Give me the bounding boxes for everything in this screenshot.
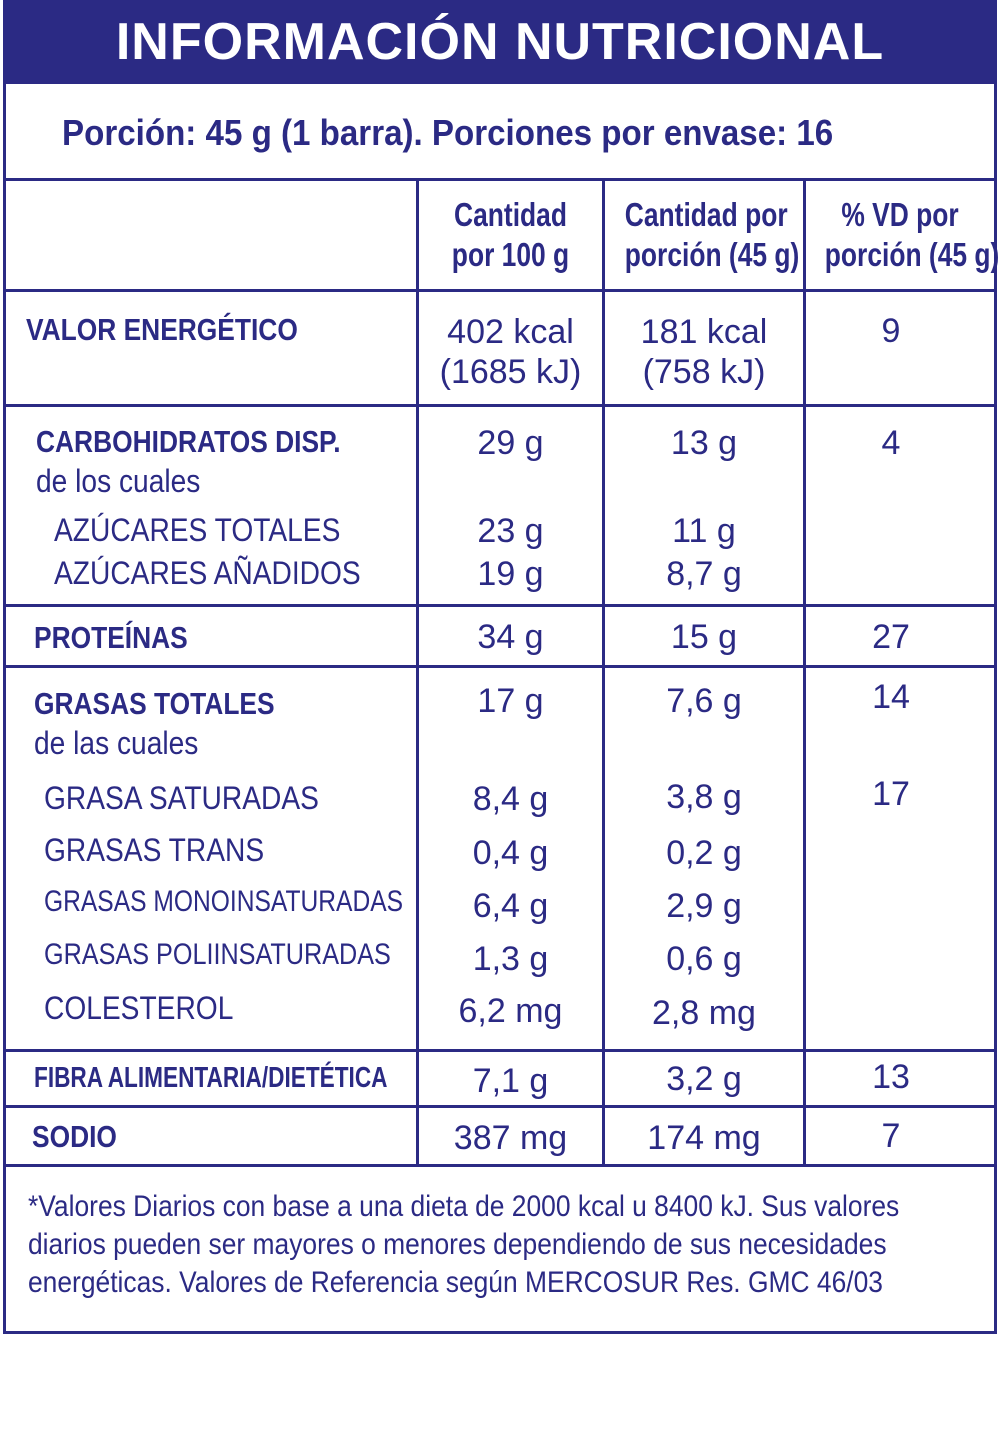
rule-protein	[6, 665, 994, 668]
footnote-line: *Valores Diarios con base a una dieta de…	[28, 1190, 900, 1223]
row-label-grasas-poli: GRASAS POLIINSATURADAS	[44, 938, 391, 971]
row-value-azucares-totales-portion: 11 g	[672, 512, 736, 550]
row-value-grasa-saturadas-vd: 17	[872, 775, 910, 813]
row-value-fibra-vd: 13	[872, 1058, 910, 1096]
row-value-azucares-anadidos-per100: 19 g	[477, 555, 544, 593]
row-value-grasas-trans-per100: 0,4 g	[472, 834, 549, 872]
row-label-proteinas: PROTEÍNAS	[34, 620, 188, 655]
row-value-sodio-portion: 174 mg	[647, 1119, 761, 1157]
col-header-vd: % VD por porción (45 g)	[824, 196, 1000, 273]
row-label-carbo: CARBOHIDRATOS DISP.	[36, 424, 341, 459]
rule-carbo	[6, 604, 994, 607]
footnote: *Valores Diarios con base a una dieta de…	[28, 1188, 900, 1302]
row-value-azucares-anadidos-portion: 8,7 g	[666, 555, 742, 593]
row-label-colesterol: COLESTEROL	[44, 990, 234, 1026]
col-divider-1	[416, 178, 419, 1167]
col-header-per-portion: Cantidad por porción (45 g)	[624, 196, 800, 273]
footnote-line: diarios pueden ser mayores o menores dep…	[28, 1228, 887, 1261]
row-value-sodio-vd: 7	[881, 1117, 901, 1155]
row-value-energia-portion: 181 kcal (758 kJ)	[640, 313, 768, 391]
col-divider-2	[602, 178, 605, 1167]
row-value-grasas-poli-per100: 1,3 g	[472, 940, 549, 978]
row-label-grasas-mono: GRASAS MONOINSATURADAS	[44, 885, 404, 918]
row-value-colesterol-portion: 2,8 mg	[652, 994, 756, 1032]
portion-info: Porción: 45 g (1 barra). Porciones por e…	[62, 112, 834, 153]
row-value-grasas-totales-per100: 17 g	[477, 682, 544, 720]
row-value-energia-per100: 402 kcal (1685 kJ)	[439, 313, 582, 391]
row-sublabel-grasas-totales: de las cuales	[34, 725, 199, 761]
rule-top	[6, 178, 994, 181]
row-label-azucares-totales: AZÚCARES TOTALES	[54, 512, 341, 548]
rule-header	[6, 289, 994, 292]
row-value-grasas-mono-portion: 2,9 g	[666, 887, 742, 925]
row-label-azucares-anadidos: AZÚCARES AÑADIDOS	[54, 555, 361, 591]
row-label-grasas-totales: GRASAS TOTALES	[34, 686, 275, 721]
row-value-fibra-portion: 3,2 g	[666, 1060, 742, 1098]
row-value-grasas-mono-per100: 6,4 g	[472, 887, 549, 925]
row-label-sodio: SODIO	[32, 1119, 117, 1154]
rule-fiber	[6, 1105, 994, 1108]
footnote-line: energéticas. Valores de Referencia según…	[28, 1266, 883, 1299]
title-bar: INFORMACIÓN NUTRICIONAL	[3, 0, 997, 84]
row-value-carbo-per100: 29 g	[477, 424, 544, 462]
row-label-energia: VALOR ENERGÉTICO	[26, 312, 298, 347]
row-label-fibra: FIBRA ALIMENTARIA/DIETÉTICA	[34, 1062, 388, 1094]
col-header-per100: Cantidad por 100 g	[451, 196, 570, 273]
row-value-azucares-totales-per100: 23 g	[477, 512, 544, 550]
row-value-colesterol-per100: 6,2 mg	[458, 992, 563, 1030]
row-label-grasas-trans: GRASAS TRANS	[44, 832, 265, 868]
row-value-sodio-per100: 387 mg	[453, 1119, 568, 1157]
row-value-energia-vd: 9	[881, 312, 901, 350]
row-value-proteinas-vd: 27	[872, 618, 910, 656]
row-value-grasas-trans-portion: 0,2 g	[666, 834, 742, 872]
title: INFORMACIÓN NUTRICIONAL	[115, 13, 885, 71]
rule-sodium	[6, 1164, 994, 1167]
row-value-carbo-portion: 13 g	[670, 424, 738, 462]
rule-fat	[6, 1049, 994, 1052]
col-divider-3	[803, 178, 806, 1167]
row-value-grasas-totales-vd: 14	[872, 678, 910, 716]
row-value-proteinas-per100: 34 g	[477, 618, 544, 656]
row-value-fibra-per100: 7,1 g	[472, 1062, 549, 1100]
rule-energy	[6, 404, 994, 407]
row-value-grasa-saturadas-per100: 8,4 g	[472, 780, 549, 818]
row-value-grasa-saturadas-portion: 3,8 g	[666, 778, 742, 816]
row-value-grasas-totales-portion: 7,6 g	[666, 682, 742, 720]
row-label-grasa-saturadas: GRASA SATURADAS	[44, 780, 319, 816]
row-value-carbo-vd: 4	[881, 424, 901, 462]
row-value-grasas-poli-portion: 0,6 g	[666, 940, 742, 978]
row-value-proteinas-portion: 15 g	[670, 618, 738, 656]
row-sublabel-carbo: de los cuales	[36, 463, 201, 499]
